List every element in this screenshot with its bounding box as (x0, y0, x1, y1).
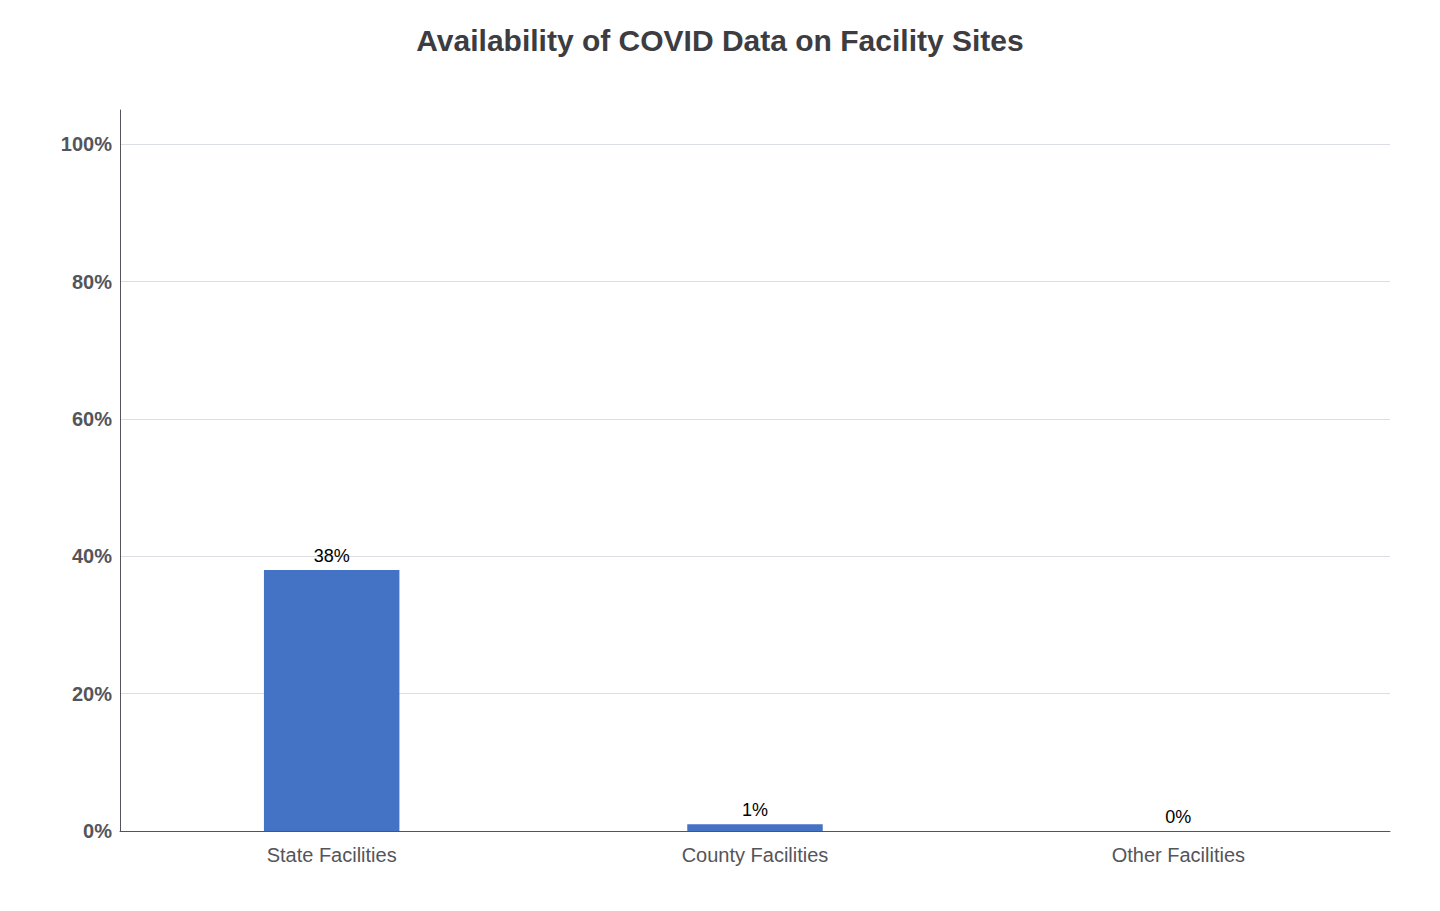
svg-text:0%: 0% (83, 820, 112, 842)
svg-text:60%: 60% (72, 408, 112, 430)
svg-text:Availability of COVID Data on: Availability of COVID Data on Facility S… (416, 24, 1023, 57)
svg-text:40%: 40% (72, 545, 112, 567)
svg-text:100%: 100% (61, 133, 112, 155)
svg-text:38%: 38% (314, 546, 350, 566)
svg-text:Other Facilities: Other Facilities (1112, 844, 1245, 866)
svg-text:County Facilities: County Facilities (682, 844, 829, 866)
svg-text:80%: 80% (72, 271, 112, 293)
svg-text:0%: 0% (1165, 807, 1191, 827)
svg-text:State Facilities: State Facilities (267, 844, 397, 866)
svg-text:20%: 20% (72, 683, 112, 705)
svg-text:1%: 1% (742, 800, 768, 820)
